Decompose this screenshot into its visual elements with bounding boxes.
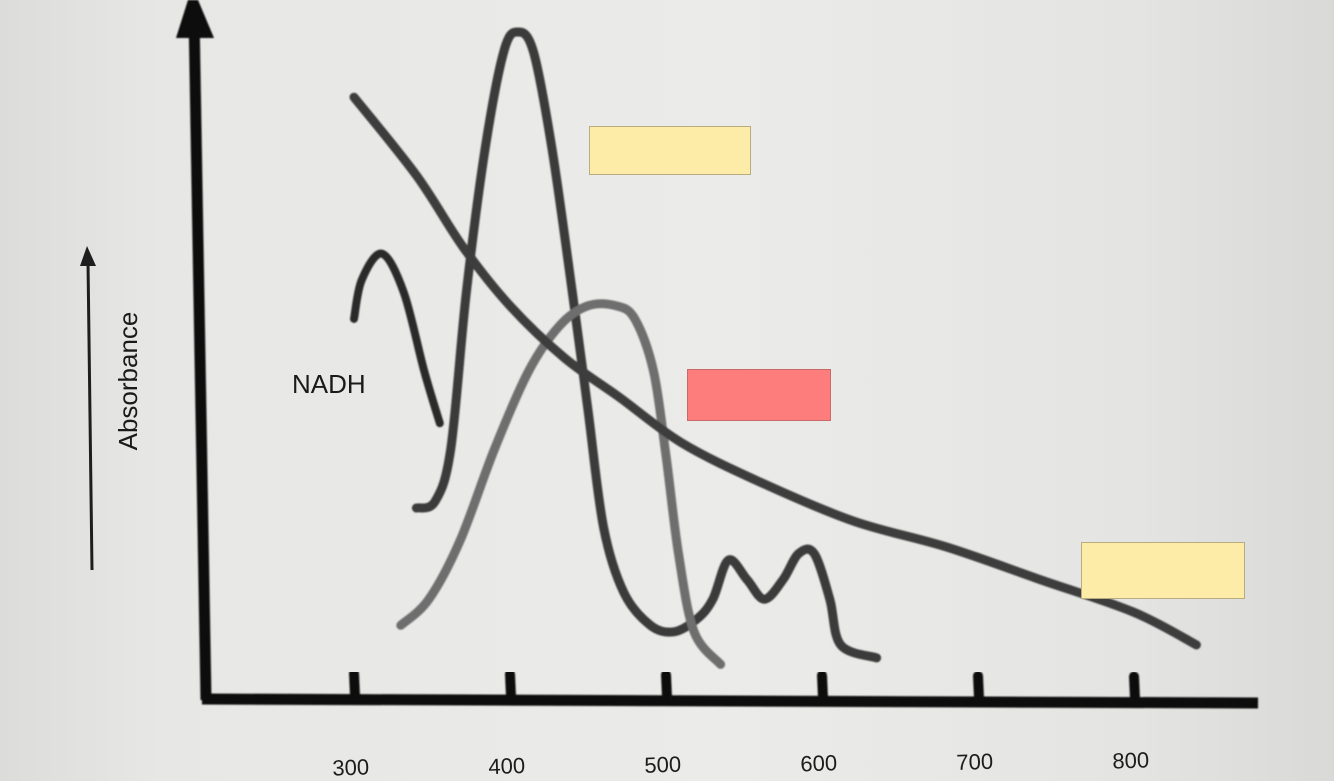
overlay-box-top [589, 126, 751, 175]
y-axis-arrowhead-icon [176, 0, 214, 38]
curve-broad-band [396, 299, 726, 669]
y-axis-title: Absorbance [113, 312, 143, 451]
x-tick-label-600: 600 [800, 750, 838, 776]
x-tick-600 [817, 670, 828, 703]
x-tick-700 [973, 670, 984, 703]
curve-narrow-peak [411, 27, 882, 663]
curve-label-nadh: NADH [292, 369, 366, 399]
x-tick-label-700: 700 [956, 749, 994, 775]
overlay-box-middle [687, 369, 831, 421]
x-tick-label-800: 800 [1112, 747, 1150, 773]
y-axis [188, 13, 212, 701]
x-tick-label-300: 300 [332, 754, 370, 780]
x-tick-label-400: 400 [488, 753, 526, 779]
x-tick-label-500: 500 [644, 752, 682, 778]
x-axis [201, 693, 1259, 709]
absorbance-arrow-icon [80, 246, 96, 571]
curve-nadh [350, 249, 444, 428]
x-tick-500 [661, 669, 672, 702]
x-tick-400 [505, 669, 516, 702]
curve-scatter-decay [349, 92, 1201, 650]
x-tick-300 [349, 668, 360, 701]
overlay-box-right [1081, 542, 1245, 599]
x-tick-800 [1129, 671, 1140, 704]
